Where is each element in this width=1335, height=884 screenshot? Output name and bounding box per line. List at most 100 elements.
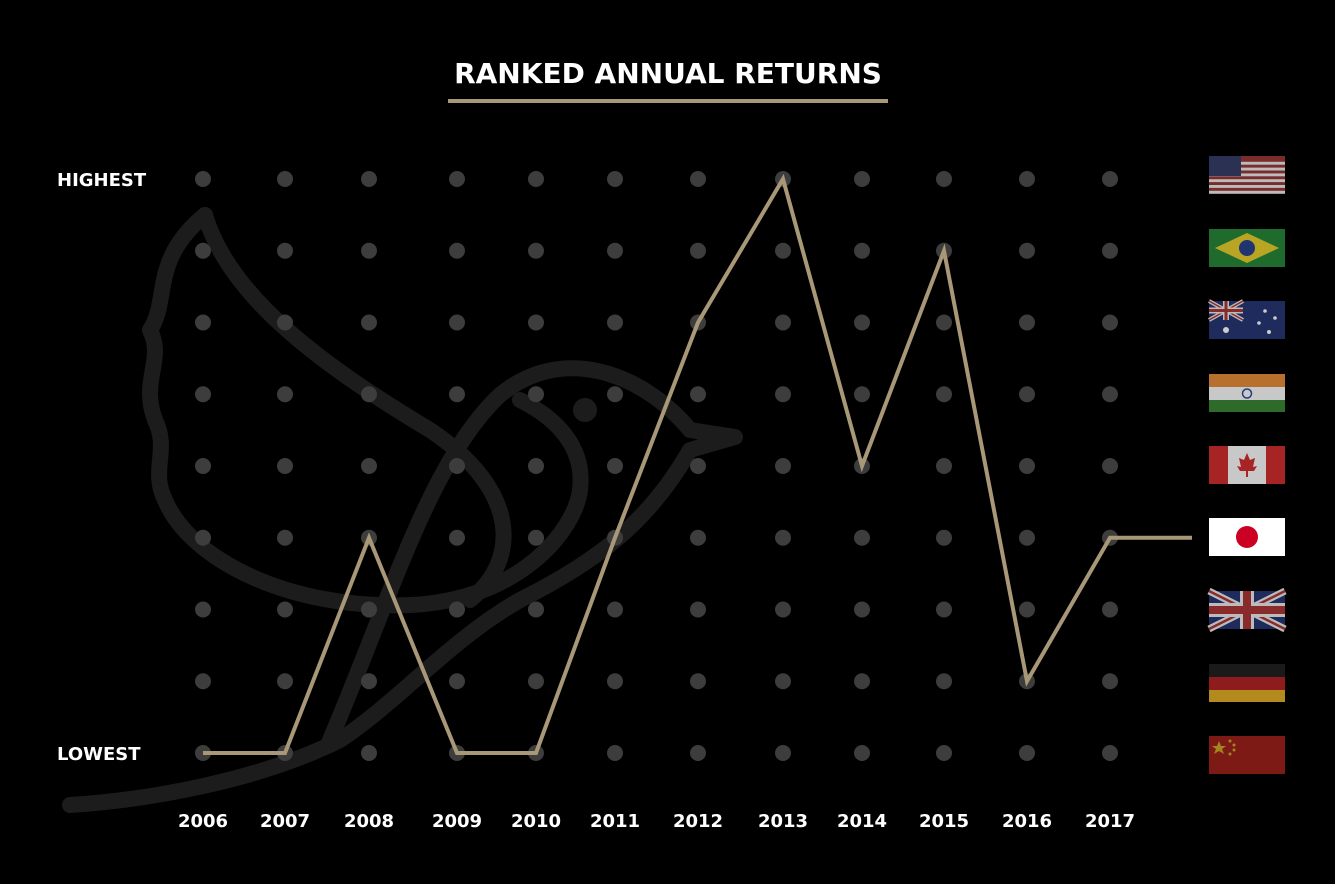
grid-dot (361, 745, 377, 761)
grid-dot (690, 745, 706, 761)
grid-dot (1019, 386, 1035, 403)
grid-dot (936, 673, 952, 690)
grid-dot (277, 673, 293, 690)
grid-dot (277, 601, 293, 618)
x-tick-label: 2013 (758, 811, 808, 832)
bird-eye-icon (573, 398, 597, 422)
grid-dot (449, 673, 465, 690)
grid-dot (854, 529, 870, 546)
grid-dot (1102, 601, 1118, 618)
grid-dot (449, 314, 465, 331)
x-tick-label: 2009 (432, 811, 482, 832)
grid-dot (775, 386, 791, 403)
grid-dot (1102, 458, 1118, 474)
grid-dot (936, 745, 952, 761)
grid-dot (607, 314, 623, 331)
grid-dot (361, 673, 377, 690)
grid-dot (854, 314, 870, 331)
x-tick-label: 2010 (511, 811, 561, 832)
grid-dot (936, 386, 952, 403)
grid-dot (1019, 601, 1035, 618)
grid-dot (1102, 386, 1118, 403)
grid-dot (936, 171, 952, 187)
grid-dot (1019, 745, 1035, 761)
grid-dot (361, 386, 377, 403)
grid-dot (936, 601, 952, 618)
grid-dot (690, 171, 706, 187)
grid-dot (528, 242, 544, 259)
x-tick-label: 2016 (1002, 811, 1052, 832)
grid-dot (775, 242, 791, 259)
grid-dot (690, 529, 706, 546)
title-underline (448, 99, 888, 103)
grid-dot (854, 386, 870, 403)
grid-dot (690, 673, 706, 690)
grid-dot (1102, 242, 1118, 259)
grid-dot (690, 242, 706, 259)
china-flag (1209, 736, 1285, 774)
series-line (203, 173, 1192, 755)
grid-dot (195, 601, 211, 618)
grid-dot (854, 745, 870, 761)
grid-dot (449, 386, 465, 403)
grid-dot (277, 529, 293, 546)
grid-dot (195, 673, 211, 690)
grid-dot (607, 171, 623, 187)
x-tick-label: 2006 (178, 811, 228, 832)
australia-flag (1208, 299, 1285, 339)
grid-dot (775, 745, 791, 761)
x-tick-label: 2017 (1085, 811, 1135, 832)
grid-dot (854, 242, 870, 259)
x-tick-label: 2014 (837, 811, 887, 832)
grid-dot (361, 601, 377, 618)
grid-dot (775, 314, 791, 331)
y-label-lowest: LOWEST (57, 744, 141, 765)
grid-dot (607, 242, 623, 259)
canada-flag (1209, 446, 1285, 484)
grid-dot (277, 242, 293, 259)
x-tick-label: 2015 (919, 811, 969, 832)
grid-dot (854, 171, 870, 187)
grid-dot (361, 242, 377, 259)
grid-dot (1102, 314, 1118, 331)
grid-dot (607, 673, 623, 690)
united-states-flag (1209, 156, 1285, 194)
grid-dot (195, 386, 211, 403)
bird-watermark-icon (62, 207, 743, 813)
grid-dot (936, 529, 952, 546)
grid-dot (775, 673, 791, 690)
grid-dot (528, 529, 544, 546)
grid-dot (936, 314, 952, 331)
grid-dot (528, 458, 544, 474)
grid-dot (854, 601, 870, 618)
grid-dot (277, 458, 293, 474)
grid-dot (528, 386, 544, 403)
grid-dot (528, 601, 544, 618)
grid-dot (195, 529, 211, 546)
grid-dot (1102, 745, 1118, 761)
grid-dot (936, 458, 952, 474)
grid-dot (361, 314, 377, 331)
grid-dot (277, 386, 293, 403)
grid-dot (1019, 529, 1035, 546)
grid-dot (195, 314, 211, 331)
grid-dot (607, 458, 623, 474)
india-flag (1209, 374, 1285, 412)
x-tick-label: 2008 (344, 811, 394, 832)
chart-title: RANKED ANNUAL RETURNS (454, 57, 882, 90)
grid-dot (775, 458, 791, 474)
grid-dot (775, 529, 791, 546)
grid-dot (1102, 673, 1118, 690)
brazil-flag (1209, 229, 1285, 267)
grid-dot (195, 458, 211, 474)
grid-dot (1019, 314, 1035, 331)
grid-dot (1019, 171, 1035, 187)
x-tick-label: 2007 (260, 811, 310, 832)
x-tick-label: 2012 (673, 811, 723, 832)
rank-grid (195, 171, 1118, 761)
grid-dot (690, 458, 706, 474)
grid-dot (528, 171, 544, 187)
grid-dot (277, 314, 293, 331)
grid-dot (361, 171, 377, 187)
